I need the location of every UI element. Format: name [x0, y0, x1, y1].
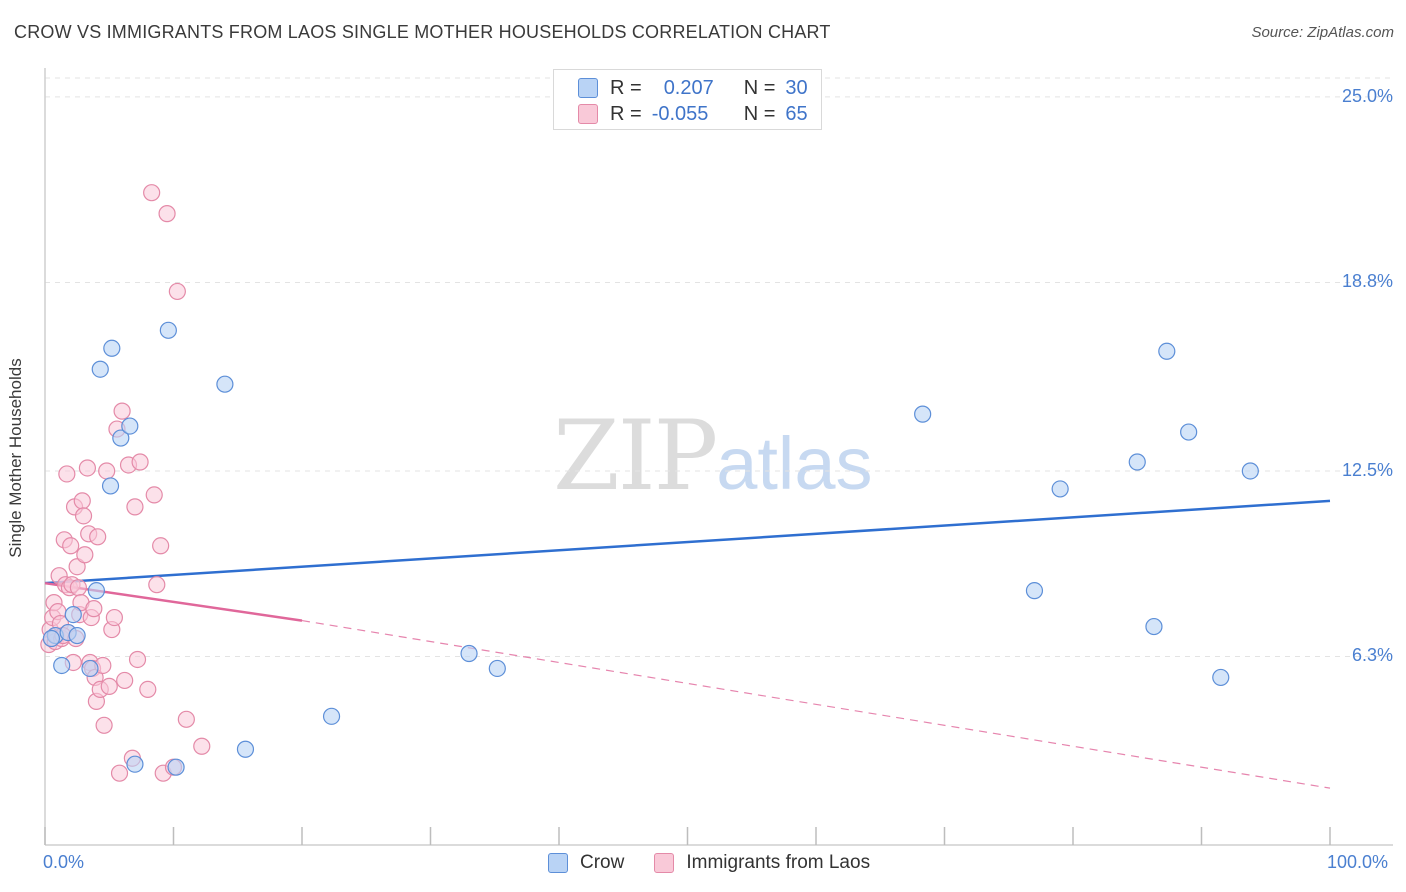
laos-r-label: R = — [610, 102, 642, 125]
laos-point — [69, 579, 88, 597]
crow-point — [121, 417, 139, 435]
laos-legend-label: Immigrants from Laos — [686, 852, 871, 873]
laos-point — [116, 671, 134, 690]
crow-r-label: R = — [610, 76, 642, 99]
laos-n-label: N = — [743, 102, 776, 125]
crow-n-label: N = — [743, 76, 776, 99]
stats-legend: R = 0.207 N = 30 R = -0.055 N = 65 — [553, 69, 822, 130]
stats-row-crow: R = 0.207 N = 30 — [578, 76, 808, 100]
laos-point — [62, 537, 80, 555]
crow-point — [159, 321, 177, 339]
laos-point — [110, 764, 129, 782]
laos-point — [113, 402, 131, 420]
y-axis-label: Single Mother Households — [6, 358, 25, 558]
crow-point — [167, 758, 185, 776]
laos-point — [131, 453, 149, 471]
laos-point — [100, 677, 118, 696]
laos-point — [73, 492, 91, 510]
laos-point — [126, 498, 144, 516]
crow-trend-line — [44, 499, 1331, 585]
crow-point — [112, 429, 130, 447]
crow-point — [1158, 342, 1176, 360]
watermark-atlas: atlas — [716, 422, 873, 505]
laos-point — [139, 680, 157, 699]
source-credit: Source: ZipAtlas.com — [1251, 24, 1394, 41]
laos-point — [85, 600, 103, 618]
crow-point — [322, 707, 341, 725]
crow-point — [1025, 582, 1044, 600]
crow-point — [1241, 462, 1259, 480]
laos-point — [128, 650, 147, 669]
crow-point — [87, 582, 106, 600]
laos-trend-extension — [301, 619, 1331, 789]
laos-point — [143, 184, 161, 202]
laos-point — [193, 737, 211, 755]
crow-point — [488, 659, 506, 678]
x-tick-label-max: 100.0% — [1327, 852, 1389, 872]
laos-point — [95, 716, 113, 734]
crow-point — [103, 339, 121, 357]
crow-point — [914, 405, 932, 423]
y-tick-label: 18.8% — [1341, 271, 1393, 292]
x-tick-label-min: 0.0% — [43, 852, 85, 872]
laos-swatch — [578, 104, 598, 124]
data-points — [40, 184, 1259, 782]
crow-point — [1180, 423, 1198, 441]
crow-point — [1128, 453, 1146, 471]
crow-swatch — [578, 78, 598, 98]
laos-legend-swatch — [654, 853, 675, 873]
laos-point — [78, 459, 97, 477]
laos-point — [89, 528, 107, 546]
y-tick-label: 12.5% — [1341, 459, 1393, 480]
laos-point — [168, 282, 186, 301]
laos-trend-line — [44, 581, 303, 622]
laos-point — [158, 205, 176, 223]
watermark: ZIPatlas — [553, 400, 873, 512]
laos-r-value: -0.055 — [651, 102, 709, 125]
crow-point — [1212, 668, 1230, 687]
crow-point — [81, 659, 99, 678]
watermark-zip: ZIP — [553, 400, 718, 512]
chart-title: CROW VS IMMIGRANTS FROM LAOS SINGLE MOTH… — [14, 22, 831, 42]
crow-legend-swatch — [548, 853, 568, 873]
laos-point — [145, 486, 163, 504]
crow-legend-label: Crow — [580, 852, 625, 873]
crow-point — [42, 629, 61, 648]
laos-point — [152, 537, 170, 555]
y-tick-label: 25.0% — [1341, 85, 1393, 106]
laos-point — [177, 710, 195, 728]
crow-point — [460, 644, 478, 663]
y-tick-label: 6.3% — [1351, 645, 1393, 666]
laos-point — [98, 462, 116, 480]
crow-point — [64, 605, 82, 624]
laos-n-value: 65 — [785, 102, 808, 125]
crow-point — [236, 740, 255, 758]
laos-point — [105, 608, 123, 627]
crow-point — [101, 477, 120, 495]
trend-lines — [44, 499, 1331, 789]
crow-n-value: 30 — [785, 76, 808, 99]
crow-r-value: 0.207 — [663, 76, 714, 99]
legend-item-laos[interactable]: Immigrants from Laos — [654, 852, 870, 874]
crow-point — [1145, 617, 1163, 636]
crow-point — [126, 755, 144, 773]
crow-point — [91, 360, 109, 378]
stats-row-laos: R = -0.055 N = 65 — [578, 102, 808, 126]
laos-point — [68, 558, 86, 576]
crow-point — [1051, 480, 1069, 498]
crow-point — [68, 626, 86, 645]
crow-point — [53, 656, 71, 675]
crow-point — [216, 375, 234, 393]
laos-point — [148, 576, 166, 594]
laos-point — [76, 546, 94, 564]
laos-point — [74, 507, 93, 525]
legend-item-crow[interactable]: Crow — [548, 852, 624, 874]
axes — [44, 68, 1393, 846]
series-legend: Crow Immigrants from Laos — [548, 852, 900, 874]
laos-point — [58, 465, 76, 483]
